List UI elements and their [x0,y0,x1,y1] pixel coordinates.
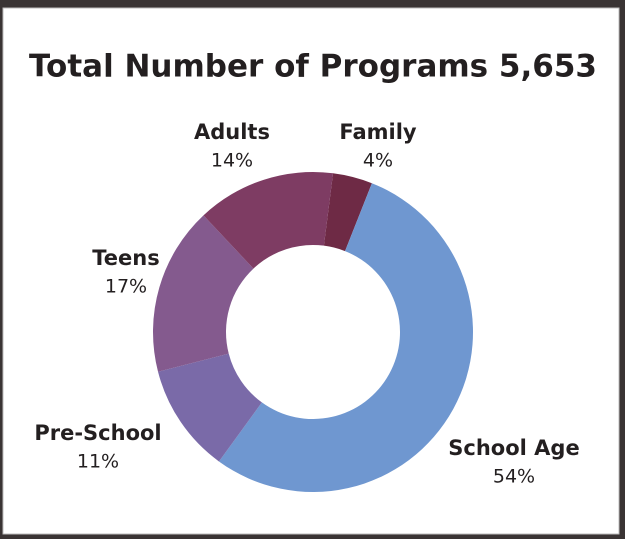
value-label: 54% [493,466,535,488]
slice [323,173,372,252]
slice [153,215,254,372]
value-label: 11% [77,451,119,473]
slice [218,183,474,493]
category-label: Pre-School [34,421,161,445]
slice [203,172,334,269]
slice [158,353,262,462]
category-label: Family [339,120,417,144]
category-label: Adults [194,120,270,144]
value-label: 17% [105,276,147,298]
value-label: 14% [211,150,253,172]
chart-title: Total Number of Programs 5,653 [29,49,597,85]
category-label: Teens [92,246,159,270]
value-label: 4% [363,150,393,172]
category-label: School Age [448,436,579,460]
